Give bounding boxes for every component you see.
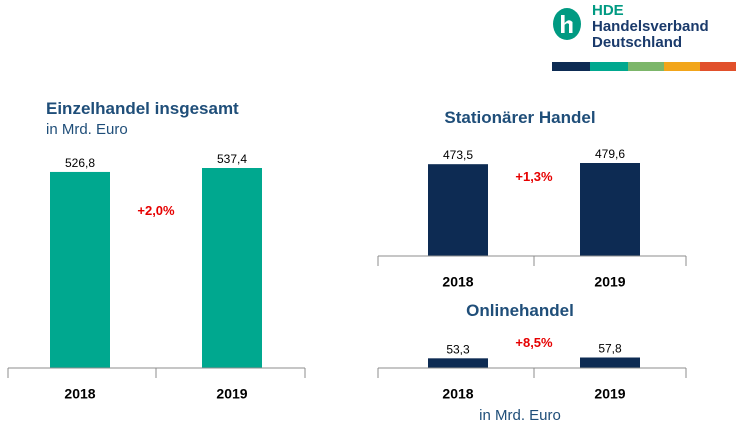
tick-label-online-2019: 2019 (594, 385, 625, 401)
logo-line-deutschland: Deutschland (592, 34, 683, 51)
bar-online-2018 (428, 358, 488, 368)
value-label-einzelhandel-2018: 526,8 (65, 156, 95, 170)
growth-label-stationaer: +1,3% (515, 169, 553, 184)
tick-label-stationaer-2018: 2018 (442, 273, 473, 289)
value-label-online-2019: 57,8 (598, 342, 622, 356)
logo-stripe-1 (552, 62, 590, 71)
bar-stationaer-2019 (580, 163, 640, 256)
logo-stripe-5 (700, 62, 736, 71)
chart-title-einzelhandel: Einzelhandel insgesamt (46, 99, 239, 118)
hde-logo-icon (553, 8, 581, 40)
value-label-stationaer-2019: 479,6 (595, 147, 625, 161)
value-label-online-2018: 53,3 (446, 342, 470, 356)
tick-label-stationaer-2019: 2019 (594, 273, 625, 289)
logo-stripe-4 (664, 62, 700, 71)
chart-title-online: Onlinehandel (466, 301, 574, 320)
logo-stripe-3 (628, 62, 664, 71)
bar-einzelhandel-2019 (202, 168, 262, 368)
bar-stationaer-2018 (428, 164, 488, 256)
bottom-unit-note: in Mrd. Euro (479, 407, 561, 424)
logo-line-handelsverband: Handelsverband (592, 18, 709, 35)
hde-logo: HDE Handelsverband Deutschland (552, 3, 732, 63)
value-label-einzelhandel-2019: 537,4 (217, 152, 247, 166)
tick-label-online-2018: 2018 (442, 385, 473, 401)
growth-label-einzelhandel: +2,0% (137, 203, 175, 218)
growth-label-online: +8,5% (515, 335, 553, 350)
chart-subtitle-unit: in Mrd. Euro (46, 121, 128, 138)
value-label-stationaer-2018: 473,5 (443, 148, 473, 162)
bar-online-2019 (580, 357, 640, 368)
logo-color-stripe (552, 62, 736, 71)
logo-stripe-2 (590, 62, 628, 71)
logo-line-hde: HDE (592, 2, 624, 19)
tick-label-einzelhandel-2018: 2018 (64, 385, 95, 401)
chart-title-stationaer: Stationärer Handel (444, 108, 596, 127)
tick-label-einzelhandel-2019: 2019 (216, 385, 247, 401)
bar-einzelhandel-2018 (50, 171, 110, 368)
